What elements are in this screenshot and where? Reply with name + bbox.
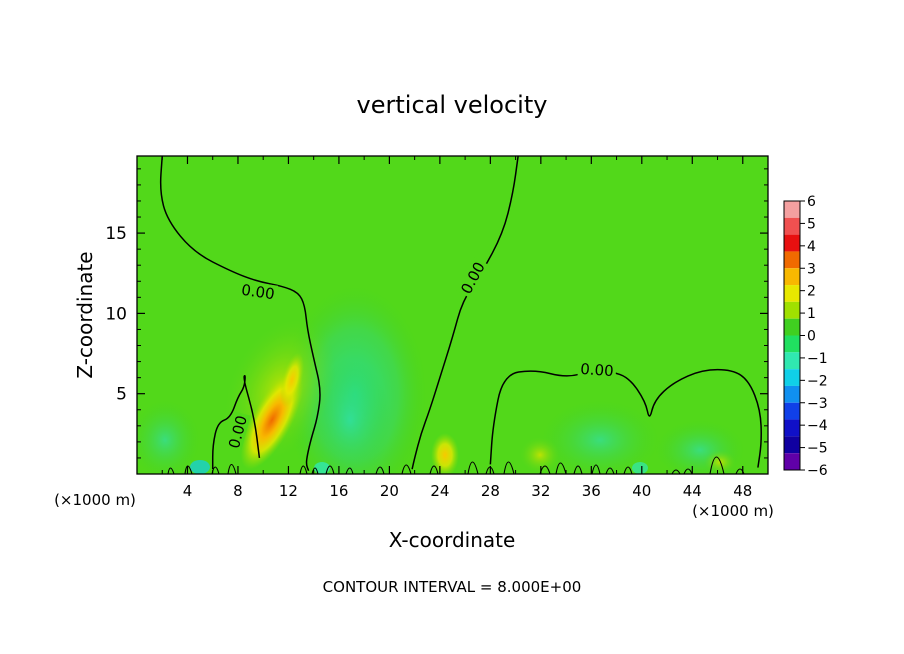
colorbar-label: 0 <box>807 329 816 345</box>
y-axis: 5 10 15 <box>105 168 768 459</box>
surface-contour-ripples <box>167 456 745 474</box>
downdraft-region <box>190 460 210 474</box>
contour-label-mask <box>577 359 617 380</box>
colorbar-label: −2 <box>807 373 828 389</box>
y-axis-label: Z-coordinate <box>73 251 97 378</box>
downdraft-region <box>632 462 648 474</box>
colorbar-swatch <box>784 385 800 403</box>
chart-title: vertical velocity <box>357 91 548 119</box>
contour-label-mask <box>456 256 489 299</box>
colorbar-swatch <box>784 234 800 252</box>
x-tick-label: 24 <box>430 482 449 500</box>
x-axis-label: X-coordinate <box>389 528 516 552</box>
colorbar-swatch <box>784 369 800 386</box>
colorbar-swatch <box>784 268 800 286</box>
colorbar-swatch <box>784 436 800 454</box>
colorbar-swatch <box>784 453 800 470</box>
contour-lines: 0.00 0.000.000.00 <box>159 156 762 472</box>
downdraft-region <box>314 462 330 474</box>
x-axis-unit-left: (×1000 m) <box>54 491 136 509</box>
colorbar-swatch <box>784 201 800 218</box>
updraft-halo <box>279 352 305 408</box>
x-axis-unit-right: (×1000 m) <box>692 502 774 520</box>
colorbar-label: 4 <box>807 239 816 255</box>
y-tick-label: 10 <box>105 304 127 324</box>
updraft-halo <box>431 433 459 474</box>
x-tick-label: 40 <box>632 482 651 500</box>
downdraft-region <box>137 400 200 474</box>
downdraft-region <box>655 420 745 474</box>
x-axis: 4 8 12 16 20 24 28 32 36 40 44 48 <box>161 156 752 500</box>
x-tick-label: 28 <box>481 482 500 500</box>
colorbar-label: 5 <box>807 216 816 232</box>
contour-line <box>159 156 321 472</box>
colorbar-swatch <box>784 285 800 302</box>
x-tick-label: 32 <box>531 482 550 500</box>
colorbar-label: −1 <box>807 351 828 367</box>
colorbar-swatch <box>784 352 800 370</box>
colorbar-swatch <box>784 419 800 437</box>
downdraft-region <box>540 400 660 474</box>
colorbar: 6 5 4 3 2 1 0 −1 −2 −3 −4 −5 −6 <box>783 194 828 479</box>
contour-line <box>489 368 762 468</box>
colorbar-label: 3 <box>807 261 816 277</box>
x-tick-label: 20 <box>380 482 399 500</box>
colorbar-swatch <box>784 217 800 235</box>
colorbar-swatch <box>784 402 800 420</box>
contour-label-mask <box>238 280 279 303</box>
colorbar-label: 6 <box>807 194 816 210</box>
colorbar-label: −5 <box>807 441 828 457</box>
x-tick-label: 16 <box>329 482 348 500</box>
contour-label: 0.00 <box>240 281 276 303</box>
x-tick-label: 48 <box>733 482 752 500</box>
colorbar-swatch <box>784 251 800 269</box>
colorbar-swatch <box>784 318 800 336</box>
y-tick-label: 5 <box>116 385 127 405</box>
updraft-halo <box>520 437 560 473</box>
y-tick-label: 15 <box>105 224 127 244</box>
colorbar-label: −4 <box>807 418 828 434</box>
x-tick-label: 36 <box>582 482 601 500</box>
contour-line <box>411 156 519 470</box>
colorbar-label: −6 <box>807 463 828 479</box>
contour-line <box>211 374 261 470</box>
plot-frame <box>136 155 769 475</box>
colorbar-swatch <box>784 335 800 353</box>
plot-area: 0.00 0.000.000.00 <box>137 156 768 474</box>
x-tick-label: 44 <box>683 482 702 500</box>
colorbar-label: −3 <box>807 396 828 412</box>
colorbar-label: 2 <box>807 284 816 300</box>
x-tick-label: 12 <box>279 482 298 500</box>
colorbar-label: 1 <box>807 306 816 322</box>
contour-label: 0.00 <box>580 360 615 380</box>
contour-label-mask <box>224 411 251 453</box>
colorbar-swatch <box>784 301 800 319</box>
x-tick-label: 8 <box>233 482 243 500</box>
contour-interval-note: CONTOUR INTERVAL = 8.000E+00 <box>323 578 582 596</box>
x-tick-label: 4 <box>183 482 193 500</box>
